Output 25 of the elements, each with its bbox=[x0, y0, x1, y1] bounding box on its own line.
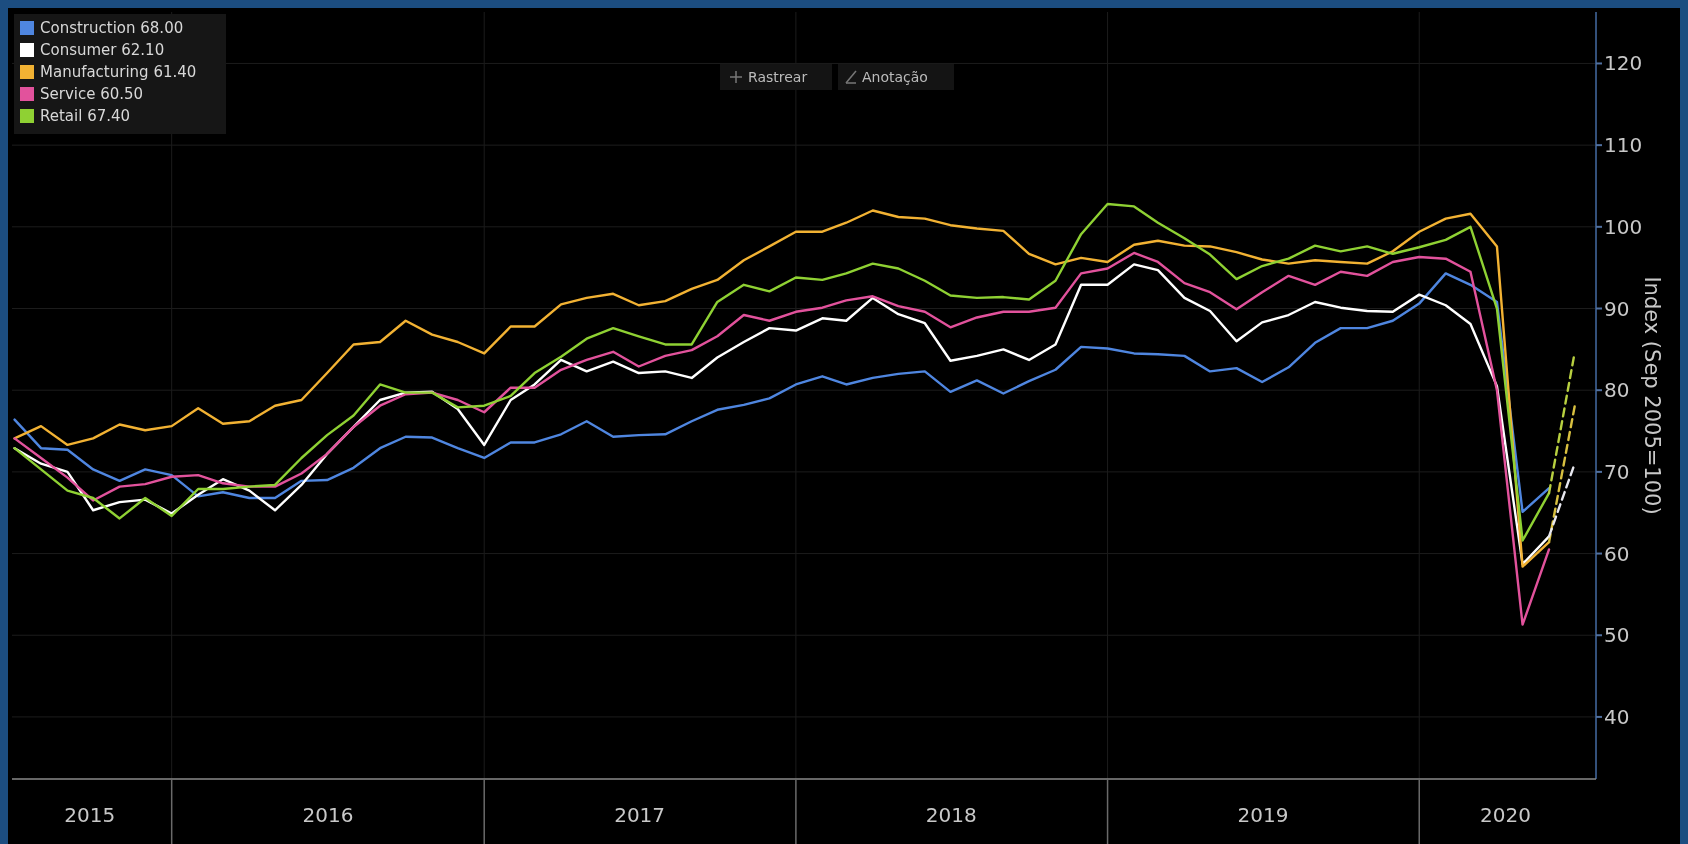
y-tick-label: 80 bbox=[1604, 378, 1630, 403]
legend-label: Construction 68.00 bbox=[40, 19, 184, 38]
y-tick-label: 70 bbox=[1604, 459, 1630, 484]
y-axis-title: Index (Sep 2005=100) bbox=[1639, 276, 1664, 515]
y-tick-label: 50 bbox=[1604, 623, 1630, 648]
y-tick-label: 90 bbox=[1604, 296, 1630, 321]
y-tick-label: 120 bbox=[1604, 51, 1643, 76]
x-tick-label: 2020 bbox=[1480, 803, 1531, 827]
y-tick-label: 60 bbox=[1604, 541, 1630, 566]
x-tick-label: 2019 bbox=[1237, 803, 1289, 827]
legend-label: Service 60.50 bbox=[40, 85, 144, 104]
y-tick-label: 100 bbox=[1604, 214, 1643, 239]
annotation: Rastrear bbox=[748, 68, 808, 85]
legend-label: Consumer 62.10 bbox=[40, 41, 165, 60]
legend-label: Manufacturing 61.40 bbox=[40, 63, 197, 82]
y-tick-label: 40 bbox=[1604, 704, 1630, 729]
legend-label: Retail 67.40 bbox=[40, 107, 131, 126]
x-tick-label: 2018 bbox=[925, 803, 977, 827]
y-tick-label: 110 bbox=[1604, 133, 1643, 158]
annotation: Anotação bbox=[862, 68, 928, 85]
line-series bbox=[13, 272, 1551, 514]
x-tick-label: 2016 bbox=[302, 803, 354, 827]
x-tick-label: 2015 bbox=[64, 803, 116, 827]
x-tick-label: 2017 bbox=[614, 803, 666, 827]
line-series bbox=[13, 251, 1551, 626]
